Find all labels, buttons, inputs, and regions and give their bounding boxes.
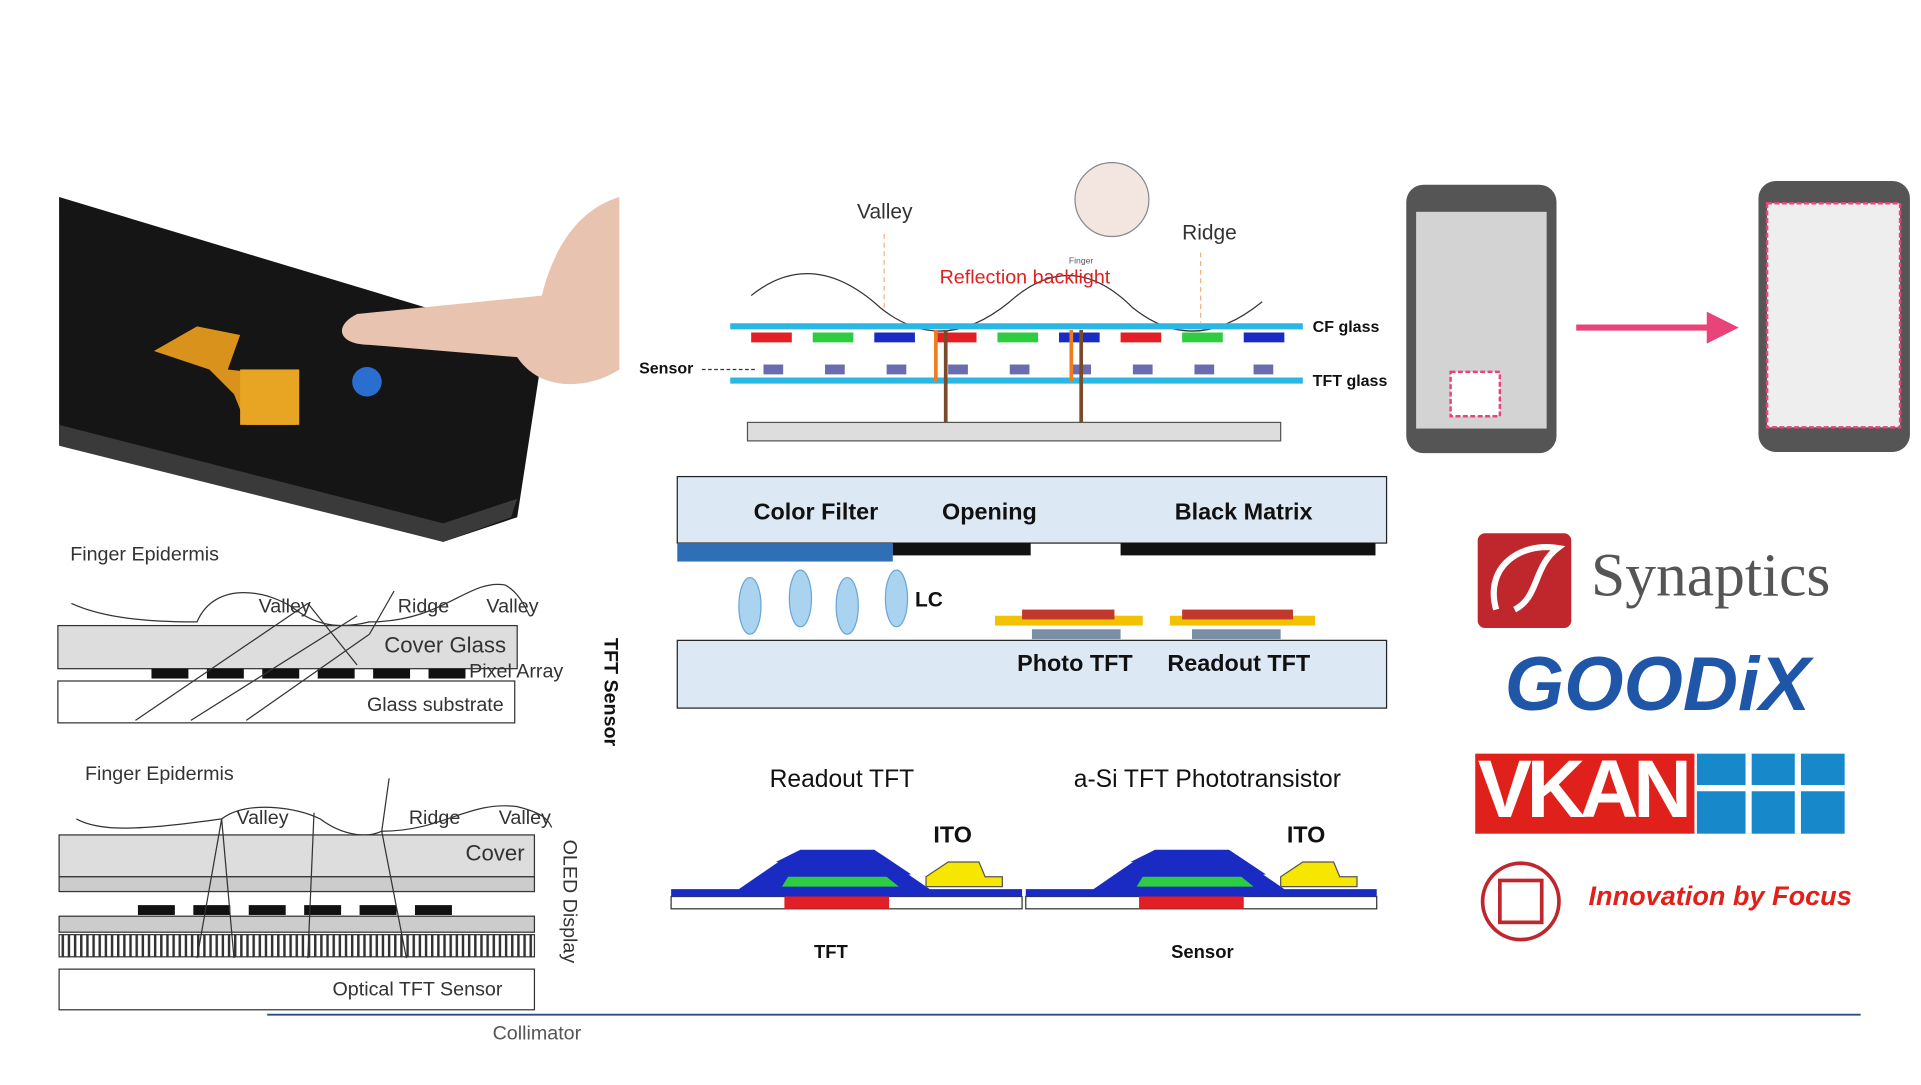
tagline: Innovation by Focus	[1589, 880, 1852, 911]
phone-photo	[59, 197, 620, 542]
label: ITO	[933, 821, 972, 847]
label: Valley	[259, 595, 311, 617]
lcd-diagram: Color Filter Opening Black Matrix LC Pho…	[676, 475, 1388, 709]
label: Finger	[1069, 255, 1094, 265]
label: Sensor	[1171, 941, 1234, 962]
stack-diagram: Readout TFT a-Si TFT Phototransistor ITO…	[670, 766, 1378, 962]
label: CF glass	[1313, 319, 1380, 336]
label: Collimator	[493, 1023, 582, 1045]
logos: Synaptics GOODiX VKAN Innovation by Focu…	[1475, 533, 1852, 942]
label: Ridge	[409, 807, 460, 829]
label: Opening	[942, 499, 1037, 525]
label: TFT glass	[1313, 373, 1388, 390]
label: Ridge	[1182, 222, 1237, 245]
label: Sensor	[639, 361, 693, 378]
label: LC	[915, 588, 943, 611]
label: Readout TFT	[770, 766, 915, 793]
label: Cover	[465, 840, 525, 865]
label: Pixel Array	[469, 661, 563, 683]
label: Black Matrix	[1175, 499, 1313, 525]
oled-diagram: Finger Epidermis Valley Ridge Valley Cov…	[58, 763, 582, 1045]
phones	[1406, 181, 1910, 454]
label: Optical TFT Sensor	[332, 978, 502, 1000]
label: Readout TFT	[1167, 650, 1311, 676]
label: TFT Sensor	[599, 638, 621, 747]
label: a-Si TFT Phototransistor	[1074, 766, 1341, 793]
label: OLED Display	[559, 840, 581, 964]
label: Photo TFT	[1017, 650, 1133, 676]
label: Ridge	[398, 595, 449, 617]
label: Valley	[499, 807, 551, 829]
label: Reflection backlight	[940, 267, 1111, 289]
label: Cover Glass	[384, 632, 506, 657]
reflection-diagram: Valley Ridge Reflection backlight Finger…	[639, 161, 1388, 442]
label: Valley	[236, 807, 288, 829]
logo-text: VKAN	[1478, 744, 1692, 835]
label: Glass substrate	[367, 694, 504, 716]
logo-text: GOODiX	[1505, 642, 1814, 727]
label: Valley	[857, 201, 913, 224]
label: TFT	[814, 941, 849, 962]
logo-text: Synaptics	[1591, 541, 1830, 609]
label: ITO	[1287, 821, 1326, 847]
label: Valley	[486, 595, 538, 617]
label: Color Filter	[754, 499, 879, 525]
label: Finger Epidermis	[70, 544, 219, 566]
label: Finger Epidermis	[85, 763, 234, 785]
tft-sensor-diagram: Finger Epidermis Valley Ridge Valley Cov…	[57, 544, 621, 747]
